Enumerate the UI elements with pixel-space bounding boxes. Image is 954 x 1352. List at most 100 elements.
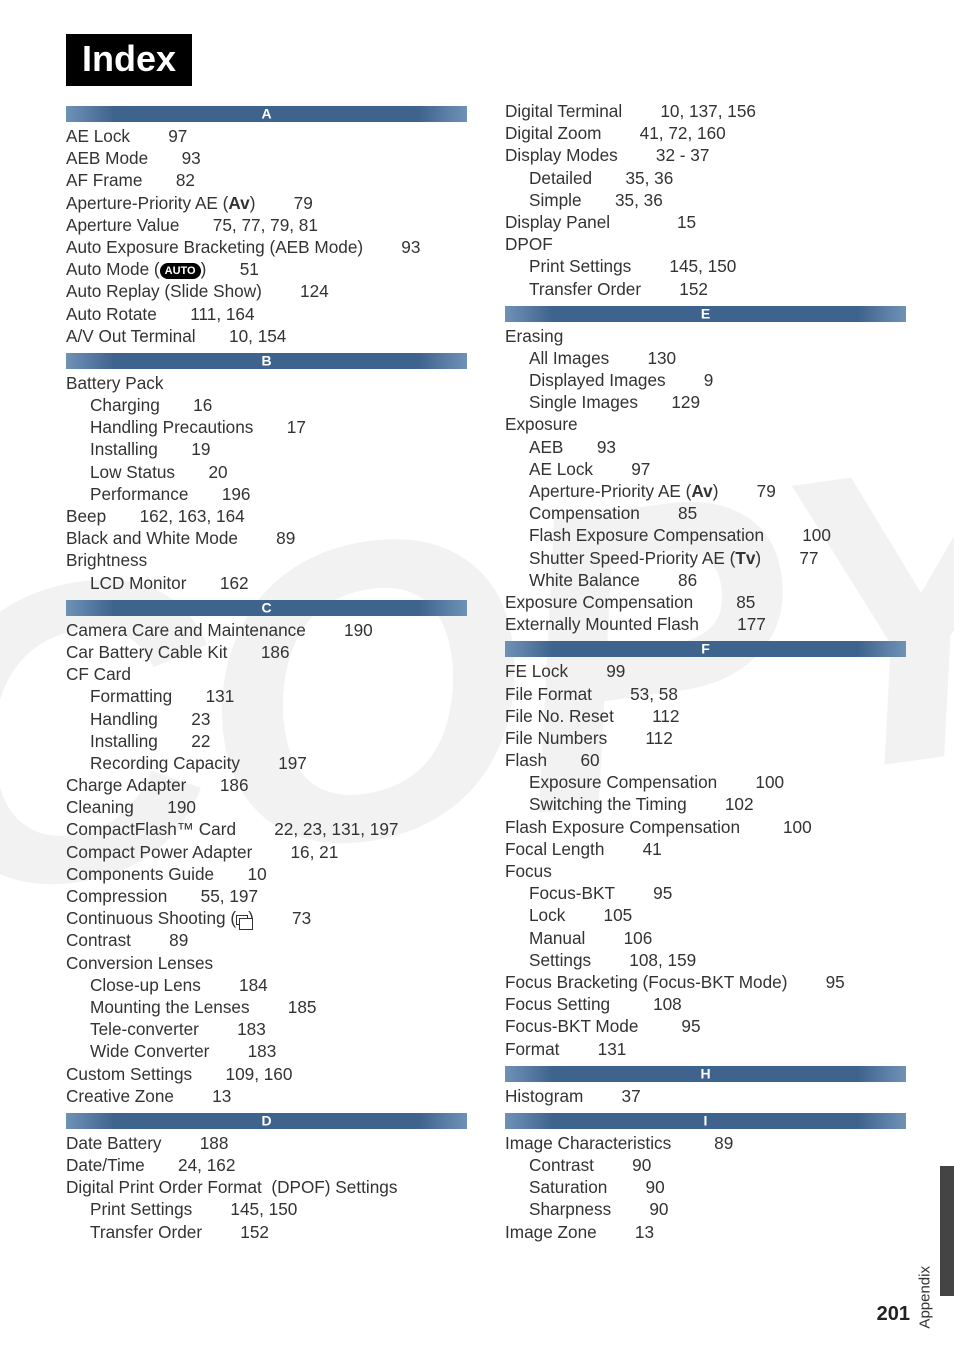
index-entry: Switching the Timing 102	[505, 793, 906, 815]
index-entry: File No. Reset 112	[505, 705, 906, 727]
index-entry: Components Guide 10	[66, 863, 467, 885]
index-entry: Installing 22	[66, 730, 467, 752]
index-entry: AEB Mode 93	[66, 147, 467, 169]
index-entry: Transfer Order 152	[66, 1221, 467, 1243]
index-entry: Flash 60	[505, 749, 906, 771]
index-entry: CompactFlash™ Card 22, 23, 131, 197	[66, 818, 467, 840]
index-entry: Compact Power Adapter 16, 21	[66, 841, 467, 863]
index-entry: Print Settings 145, 150	[505, 255, 906, 277]
index-entry: Auto Exposure Bracketing (AEB Mode) 93	[66, 236, 467, 258]
index-entry: Date/Time 24, 162	[66, 1154, 467, 1176]
index-entry: CF Card	[66, 663, 467, 685]
index-entry: Image Zone 13	[505, 1221, 906, 1243]
section-bar-d: D	[66, 1113, 467, 1129]
section-letter: A	[261, 105, 271, 123]
section-bar-e: E	[505, 306, 906, 322]
index-entry: Charge Adapter 186	[66, 774, 467, 796]
index-entry: Custom Settings 109, 160	[66, 1063, 467, 1085]
index-entry: Auto Rotate 111, 164	[66, 303, 467, 325]
index-entry: LCD Monitor 162	[66, 572, 467, 594]
index-entry: AF Frame 82	[66, 169, 467, 191]
index-entry: Continuous Shooting () 73	[66, 907, 467, 929]
index-entry: Brightness	[66, 549, 467, 571]
section-bar-h: H	[505, 1066, 906, 1082]
section-bar-f: F	[505, 641, 906, 657]
index-entry: Histogram 37	[505, 1085, 906, 1107]
index-entry: Formatting 131	[66, 685, 467, 707]
index-entry: Focus Bracketing (Focus-BKT Mode) 95	[505, 971, 906, 993]
index-entry: Focus Setting 108	[505, 993, 906, 1015]
index-entry: Black and White Mode 89	[66, 527, 467, 549]
index-entry: Close-up Lens 184	[66, 974, 467, 996]
index-entry: Settings 108, 159	[505, 949, 906, 971]
index-entry: Contrast 90	[505, 1154, 906, 1176]
index-entry: AE Lock 97	[66, 125, 467, 147]
index-entry: Auto Mode (AUTO) 51	[66, 258, 467, 280]
index-entry: Charging 16	[66, 394, 467, 416]
index-entry: Flash Exposure Compensation 100	[505, 816, 906, 838]
index-entry: Digital Zoom 41, 72, 160	[505, 122, 906, 144]
index-entry: Beep 162, 163, 164	[66, 505, 467, 527]
index-entry: Handling 23	[66, 708, 467, 730]
section-bar-a: A	[66, 106, 467, 122]
index-entry: File Numbers 112	[505, 727, 906, 749]
index-entry: Focus	[505, 860, 906, 882]
index-entry: Digital Print Order Format (DPOF) Settin…	[66, 1176, 467, 1198]
index-entry: Display Modes 32 - 37	[505, 144, 906, 166]
index-entry: Aperture-Priority AE (Av) 79	[66, 192, 467, 214]
index-entry: Auto Replay (Slide Show) 124	[66, 280, 467, 302]
index-entry: Handling Precautions 17	[66, 416, 467, 438]
index-entry: A/V Out Terminal 10, 154	[66, 325, 467, 347]
index-entry: White Balance 86	[505, 569, 906, 591]
section-letter: E	[701, 304, 710, 322]
index-entry: Transfer Order 152	[505, 278, 906, 300]
right-column: Digital Terminal 10, 137, 156Digital Zoo…	[505, 100, 906, 1243]
index-entry: File Format 53, 58	[505, 683, 906, 705]
index-entry: Flash Exposure Compensation 100	[505, 524, 906, 546]
index-entry: Exposure	[505, 413, 906, 435]
index-entry: Creative Zone 13	[66, 1085, 467, 1107]
index-entry: Format 131	[505, 1038, 906, 1060]
index-entry: Print Settings 145, 150	[66, 1198, 467, 1220]
section-letter: F	[701, 640, 710, 658]
index-entry: Display Panel 15	[505, 211, 906, 233]
index-entry: Exposure Compensation 85	[505, 591, 906, 613]
index-entry: AE Lock 97	[505, 458, 906, 480]
section-letter: H	[700, 1064, 710, 1082]
index-entry: Compression 55, 197	[66, 885, 467, 907]
index-entry: Conversion Lenses	[66, 952, 467, 974]
index-entry: Lock 105	[505, 904, 906, 926]
index-entry: Compensation 85	[505, 502, 906, 524]
page-title: Index	[66, 34, 192, 86]
index-entry: All Images 130	[505, 347, 906, 369]
index-entry: Aperture Value 75, 77, 79, 81	[66, 214, 467, 236]
index-entry: Sharpness 90	[505, 1198, 906, 1220]
page-content: Index AAE Lock 97AEB Mode 93AF Frame 82A…	[0, 0, 954, 1243]
index-entry: Contrast 89	[66, 929, 467, 951]
index-entry: FE Lock 99	[505, 660, 906, 682]
index-entry: Mounting the Lenses 185	[66, 996, 467, 1018]
index-entry: DPOF	[505, 233, 906, 255]
index-entry: Shutter Speed-Priority AE (Tv) 77	[505, 547, 906, 569]
index-columns: AAE Lock 97AEB Mode 93AF Frame 82Apertur…	[66, 100, 906, 1243]
index-entry: Externally Mounted Flash 177	[505, 613, 906, 635]
index-entry: Image Characteristics 89	[505, 1132, 906, 1154]
index-entry: Detailed 35, 36	[505, 167, 906, 189]
index-entry: Simple 35, 36	[505, 189, 906, 211]
index-entry: Car Battery Cable Kit 186	[66, 641, 467, 663]
index-entry: Tele-converter 183	[66, 1018, 467, 1040]
section-letter: D	[261, 1111, 271, 1129]
index-entry: Saturation 90	[505, 1176, 906, 1198]
index-entry: Focus-BKT 95	[505, 882, 906, 904]
index-entry: Aperture-Priority AE (Av) 79	[505, 480, 906, 502]
index-entry: Low Status 20	[66, 461, 467, 483]
index-entry: Recording Capacity 197	[66, 752, 467, 774]
index-entry: Manual 106	[505, 927, 906, 949]
index-entry: Installing 19	[66, 438, 467, 460]
index-entry: Date Battery 188	[66, 1132, 467, 1154]
index-entry: Exposure Compensation 100	[505, 771, 906, 793]
index-entry: Focus-BKT Mode 95	[505, 1015, 906, 1037]
index-entry: Performance 196	[66, 483, 467, 505]
index-entry: Cleaning 190	[66, 796, 467, 818]
index-entry: Camera Care and Maintenance 190	[66, 619, 467, 641]
